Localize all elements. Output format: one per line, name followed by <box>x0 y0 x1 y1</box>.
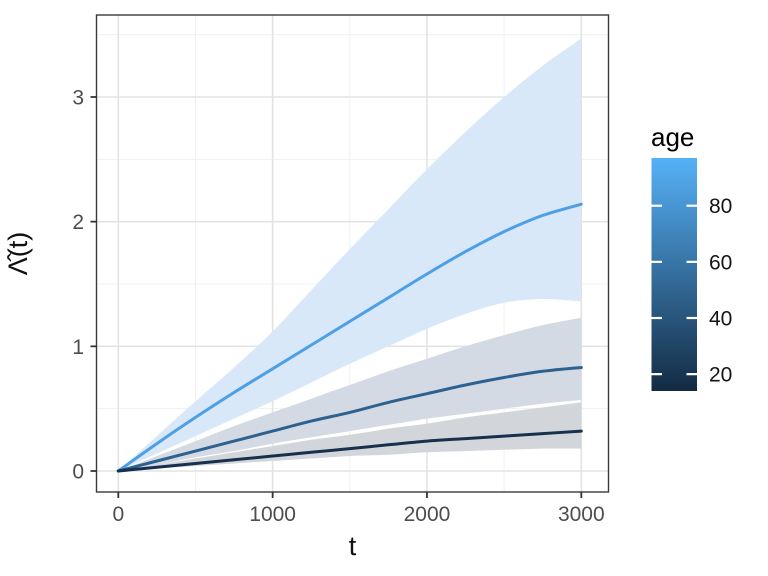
confidence-ribbon-0 <box>118 38 582 472</box>
y-tick-label: 0 <box>72 461 84 484</box>
axis-tick-marks <box>90 96 583 498</box>
x-tick-label: 3000 <box>558 503 605 526</box>
legend-title: age <box>651 122 694 152</box>
confidence-ribbon-2 <box>118 402 582 471</box>
colorbar-gradient <box>651 158 697 391</box>
y-tick-label: 3 <box>72 86 84 109</box>
x-tick-label: 2000 <box>404 503 451 526</box>
x-tick-label: 1000 <box>249 503 296 526</box>
y-axis-title: Λ̂(t) <box>3 232 33 276</box>
y-tick-label: 2 <box>72 211 84 234</box>
colorbar-label: 40 <box>709 308 732 331</box>
age-colorbar-legend: age 80 60 40 20 <box>651 122 732 391</box>
confidence-ribbons <box>118 38 582 472</box>
hazard-line-0 <box>116 202 583 473</box>
colorbar-label: 60 <box>709 251 732 274</box>
hazard-line-2 <box>116 429 583 473</box>
colorbar-tick-marks <box>651 204 697 376</box>
panel-border <box>95 14 610 493</box>
x-axis-title: t <box>349 531 357 561</box>
confidence-ribbon-1 <box>118 317 582 471</box>
x-tick-label: 0 <box>112 503 124 526</box>
hazard-line-1 <box>116 366 583 473</box>
colorbar-label: 80 <box>709 195 732 218</box>
hazard-curves <box>116 202 583 473</box>
colorbar-label: 20 <box>709 364 732 387</box>
colorbar-tick-labels: 80 60 40 20 <box>709 195 732 386</box>
y-tick-label: 1 <box>72 336 84 359</box>
y-axis-tick-labels: 0 1 2 3 <box>72 86 84 483</box>
x-axis-tick-labels: 0 1000 2000 3000 <box>112 503 604 526</box>
